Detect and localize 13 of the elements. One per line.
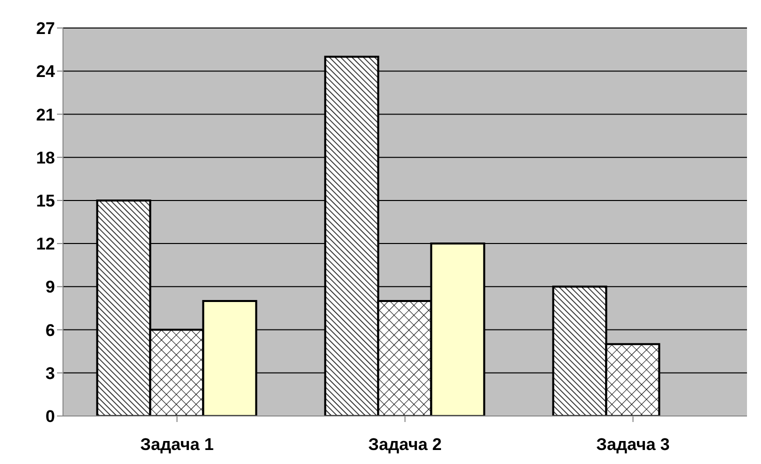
y-tick-label: 15 — [36, 191, 55, 210]
x-tick-label: Задача 3 — [596, 435, 670, 454]
y-tick-label: 18 — [36, 148, 55, 168]
y-tick-label: 24 — [36, 62, 56, 82]
y-tick-label: 3 — [46, 364, 55, 383]
x-tick-label: Задача 2 — [368, 435, 442, 454]
y-tick-label: 21 — [36, 105, 55, 124]
y-tick-label: 12 — [36, 234, 55, 254]
y-tick-label: 9 — [46, 278, 55, 297]
y-tick-label: 6 — [46, 320, 55, 340]
y-tick-label: 0 — [46, 407, 55, 426]
x-tick-label: Задача 1 — [140, 435, 214, 454]
y-tick-label: 27 — [36, 19, 55, 38]
